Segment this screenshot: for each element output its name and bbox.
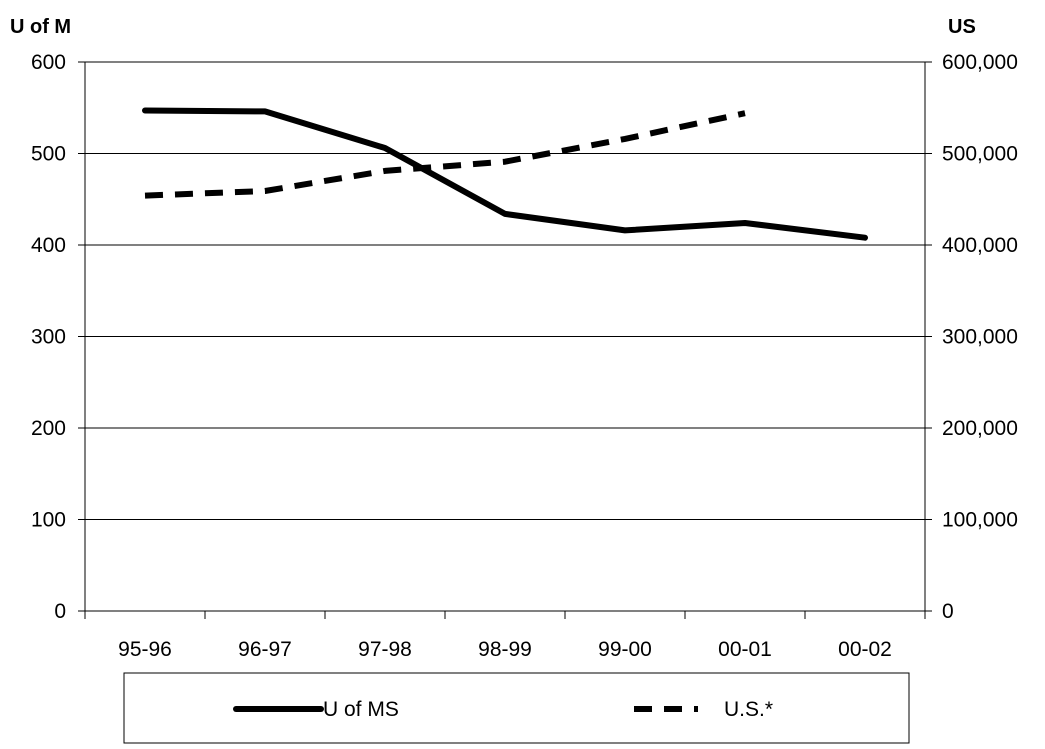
axes — [78, 61, 932, 619]
right-tick-label: 100,000 — [942, 509, 1018, 532]
x-tick-label: 00-01 — [718, 638, 772, 661]
left-tick-label: 0 — [54, 600, 66, 623]
right-tick-label: 300,000 — [942, 326, 1018, 349]
legend: U of MS U.S.* — [123, 672, 910, 744]
gridlines — [85, 61, 925, 520]
x-tick-label: 95-96 — [118, 638, 172, 661]
right-tick-label: 0 — [942, 600, 954, 623]
series-line-u-of-ms — [142, 107, 868, 241]
legend-label-u-of-ms: U of MS — [323, 698, 399, 721]
left-tick-label: 300 — [31, 326, 66, 349]
left-tick-label: 100 — [31, 509, 66, 532]
right-axis-title: US — [948, 16, 976, 38]
right-tick-label: 600,000 — [942, 51, 1018, 74]
series-line-us — [144, 110, 746, 199]
x-tick-label: 97-98 — [358, 638, 412, 661]
legend-label-us: U.S.* — [724, 698, 773, 721]
series-group — [142, 107, 868, 241]
tick-labels: 0 0 100 100,000 200 200,000 300 300,000 400 400,0… — [31, 51, 1018, 661]
left-axis-title: U of M — [10, 16, 71, 38]
right-tick-label: 200,000 — [942, 417, 1018, 440]
x-tick-label: 98-99 — [478, 638, 532, 661]
left-tick-label: 500 — [31, 143, 66, 166]
right-tick-label: 500,000 — [942, 143, 1018, 166]
left-tick-label: 600 — [31, 51, 66, 74]
x-tick-label: 00-02 — [838, 638, 892, 661]
x-tick-label: 99-00 — [598, 638, 652, 661]
left-tick-label: 400 — [31, 234, 66, 257]
x-tick-label: 96-97 — [238, 638, 292, 661]
left-tick-label: 200 — [31, 417, 66, 440]
right-tick-label: 400,000 — [942, 234, 1018, 257]
